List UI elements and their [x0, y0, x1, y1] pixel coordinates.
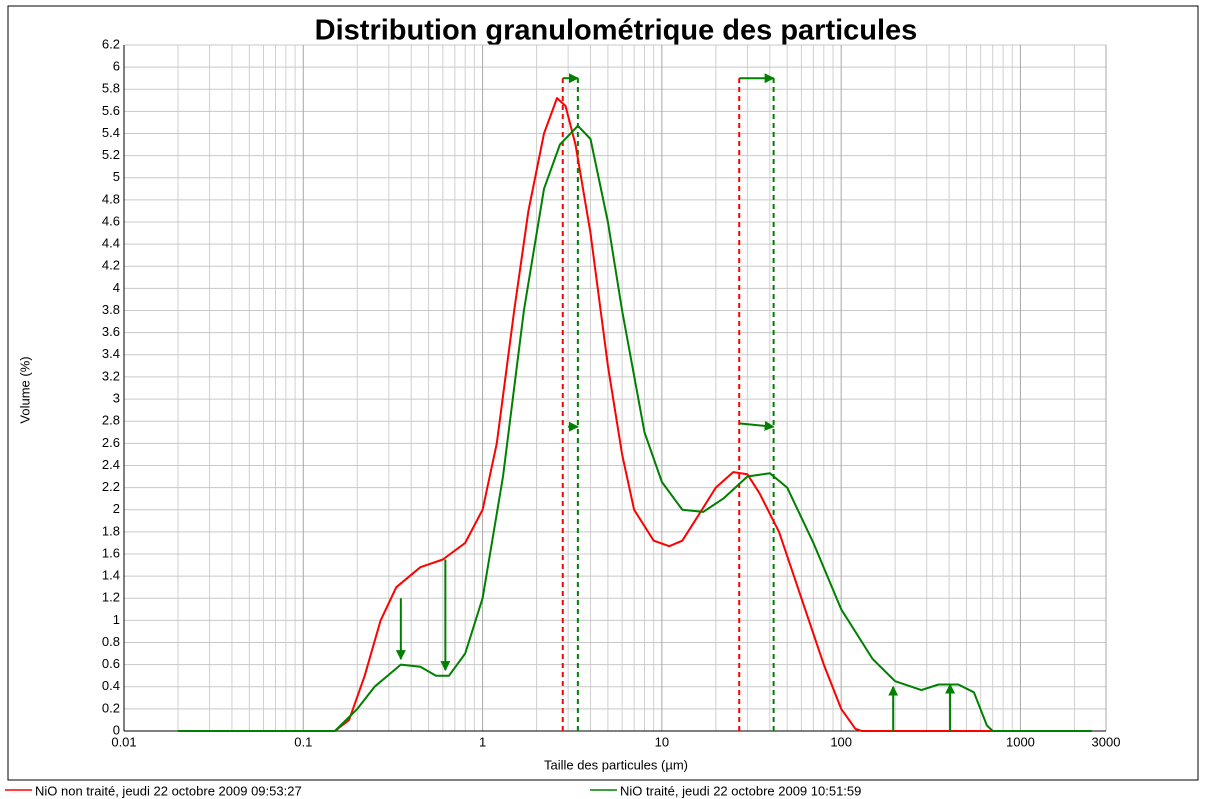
data-line — [178, 97, 1075, 732]
y-tick-label: 1.4 — [102, 568, 120, 583]
y-tick-label: 5.8 — [102, 81, 120, 96]
x-tick-label: 10 — [655, 734, 669, 749]
data-line — [178, 124, 1092, 732]
frame — [7, 5, 1199, 781]
plot-area — [124, 45, 1106, 731]
y-tick-label: 2.4 — [102, 457, 120, 472]
y-tick-label: 0.6 — [102, 656, 120, 671]
x-axis-label: Taille des particules (µm) — [544, 757, 688, 772]
y-tick-label: 5 — [113, 169, 120, 184]
arrow — [739, 420, 775, 431]
x-tick-label: 3000 — [1092, 734, 1121, 749]
x-tick-label: 0.1 — [294, 734, 312, 749]
legend-label: NiO traité, jeudi 22 octobre 2009 10:51:… — [620, 783, 861, 798]
y-tick-label: 2.6 — [102, 435, 120, 450]
x-tick-label: 1000 — [1006, 734, 1035, 749]
y-tick-label: 4.6 — [102, 213, 120, 228]
y-tick-label: 0.2 — [102, 700, 120, 715]
y-tick-label: 2.2 — [102, 479, 120, 494]
x-tick-label: 0.01 — [111, 734, 136, 749]
y-tick-label: 0.4 — [102, 678, 120, 693]
y-tick-label: 1.8 — [102, 523, 120, 538]
y-tick-label: 3 — [113, 391, 120, 406]
y-tick-label: 4.4 — [102, 236, 120, 251]
y-tick-label: 6 — [113, 59, 120, 74]
x-tick-label: 1 — [479, 734, 486, 749]
y-tick-label: 1 — [113, 612, 120, 627]
y-tick-label: 3.2 — [102, 368, 120, 383]
y-tick-label: 0 — [113, 722, 120, 737]
chart-title: Distribution granulométrique des particu… — [315, 15, 918, 47]
y-tick-label: 4.2 — [102, 258, 120, 273]
legend-label: NiO non traité, jeudi 22 octobre 2009 09… — [35, 783, 302, 798]
y-tick-label: 4 — [113, 280, 120, 295]
y-tick-label: 3.8 — [102, 302, 120, 317]
y-tick-label: 1.2 — [102, 590, 120, 605]
x-tick-label: 100 — [830, 734, 852, 749]
y-tick-label: 3.6 — [102, 324, 120, 339]
y-tick-label: 2.8 — [102, 413, 120, 428]
y-tick-label: 3.4 — [102, 346, 120, 361]
y-tick-label: 5.2 — [102, 147, 120, 162]
y-tick-label: 0.8 — [102, 634, 120, 649]
y-tick-label: 4.8 — [102, 191, 120, 206]
y-tick-label: 5.4 — [102, 125, 120, 140]
y-tick-label: 2 — [113, 501, 120, 516]
y-tick-label: 1.6 — [102, 545, 120, 560]
y-tick-label: 6.2 — [102, 36, 120, 51]
y-tick-label: 5.6 — [102, 103, 120, 118]
y-axis-label: Volume (%) — [17, 356, 32, 423]
